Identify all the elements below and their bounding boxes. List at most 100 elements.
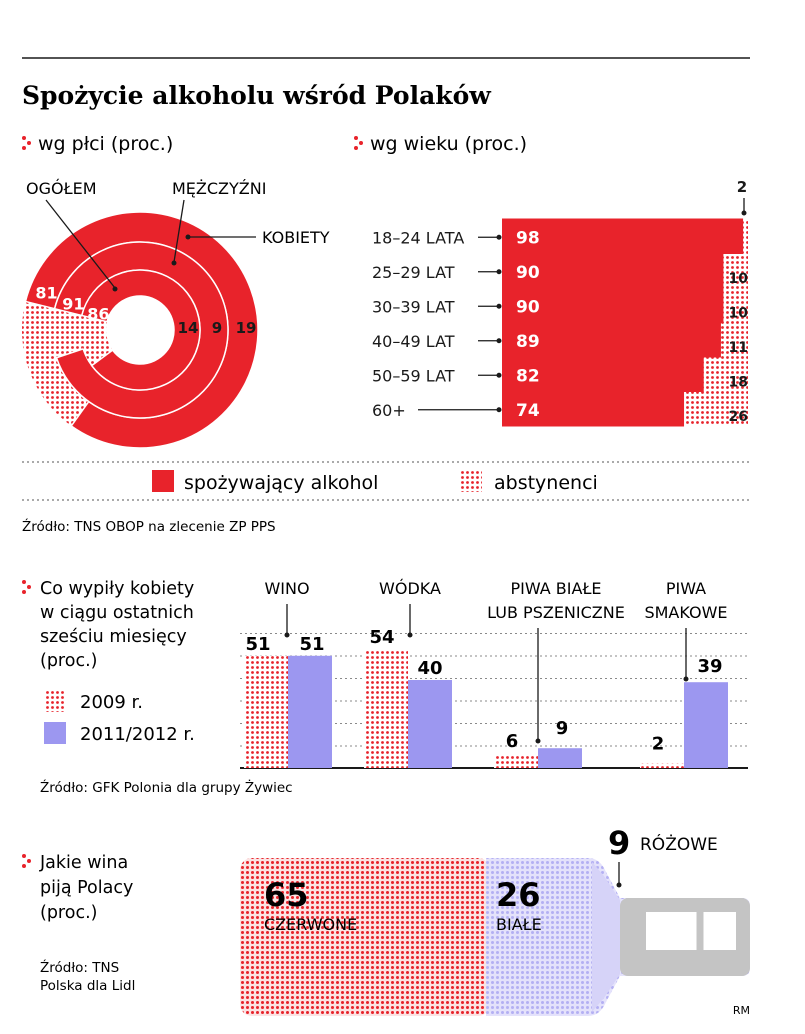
source-2: Źródło: GFK Polonia dla grupy Żywiec <box>40 778 293 796</box>
age-category-label: 25–29 LAT <box>372 263 455 282</box>
category-label: WINO <box>264 579 309 598</box>
legend-swatch-abstinent <box>460 470 482 492</box>
age-leader-dot <box>496 303 502 309</box>
women-heading: Co wypiły kobiety w ciągu ostatnich sześ… <box>40 579 200 671</box>
category-label: PIWA <box>666 579 706 598</box>
wine-bottle-chart <box>240 858 750 1016</box>
age-value-drinking: 90 <box>516 263 540 283</box>
age-category-label: 18–24 LATA <box>372 228 464 247</box>
age-value-drinking: 90 <box>516 297 540 317</box>
age-value-abstinent: 11 <box>729 340 748 356</box>
age-category-label: 30–39 LAT <box>372 297 455 316</box>
bullet-icon <box>354 136 363 150</box>
page-title: Spożycie alkoholu wśród Polaków <box>22 81 492 110</box>
bullet-icon <box>22 580 31 594</box>
bar-2011 <box>408 680 452 768</box>
bar-2011 <box>538 748 582 768</box>
legend-2011: 2011/2012 r. <box>80 724 195 745</box>
source-1: Źródło: TNS OBOP na zlecenie ZP PPS <box>22 517 276 535</box>
legend-swatch-drinking <box>152 470 174 492</box>
value-2009: 54 <box>369 627 394 648</box>
age-value-abstinent: 10 <box>729 305 749 321</box>
legend-swatch-2009 <box>44 690 66 712</box>
bar-2009 <box>640 763 684 768</box>
age-category-label: 40–49 LAT <box>372 332 455 351</box>
leader-dot <box>171 260 177 266</box>
category-leader-dot <box>683 676 689 682</box>
donut-value-drinking: 81 <box>35 283 57 302</box>
leader-dot <box>112 286 118 292</box>
value-2009: 6 <box>506 731 519 752</box>
bullet-icon <box>22 136 31 150</box>
leader-dot <box>616 882 622 888</box>
age-category-label: 60+ <box>372 401 406 420</box>
donut-value-abstinent: 19 <box>236 319 257 337</box>
age-bar-drinking <box>502 322 721 358</box>
age-value-drinking: 98 <box>516 228 540 248</box>
rose-wine-value: 9 <box>608 824 630 862</box>
value-2011: 9 <box>556 718 569 739</box>
bottle-cap <box>646 912 736 950</box>
age-bar-drinking <box>502 391 685 427</box>
age-value-drinking: 82 <box>516 366 540 386</box>
age-bar-drinking <box>502 287 724 323</box>
source-3: Źródło: TNS Polska dla Lidl <box>40 958 135 994</box>
value-2011: 40 <box>417 658 442 679</box>
category-label: LUB PSZENICZNE <box>487 603 625 622</box>
age-leader-dot <box>741 210 747 216</box>
gender-heading: wg płci (proc.) <box>38 133 173 155</box>
bar-2009 <box>244 655 288 768</box>
age-leader-dot <box>496 338 502 344</box>
red-wine-label: CZERWONE <box>264 915 357 934</box>
bar-red-wine <box>240 858 490 1016</box>
legend-abstinent: abstynenci <box>494 472 598 494</box>
donut-segment-abstinent <box>21 301 89 426</box>
donut-value-drinking: 86 <box>87 304 109 323</box>
leader-dot <box>185 234 191 240</box>
wine-heading: Jakie wina piją Polacy (proc.) <box>39 853 139 923</box>
donut-segment-abstinent <box>80 315 113 366</box>
donut-label-women: KOBIETY <box>262 228 330 247</box>
value-2009: 51 <box>245 634 270 655</box>
age-leader-dot <box>496 372 502 378</box>
donut-label-total: OGÓŁEM <box>26 179 97 198</box>
category-label: PIWA BIAŁE <box>510 579 601 598</box>
age-bar-chart: 98 18–24 LATA 2 90 25–29 LAT 10 90 30–39 LAT 10 8… <box>372 178 748 427</box>
category-leader-dot <box>284 632 290 638</box>
donut-segment-drinking <box>80 269 201 391</box>
legend-2009: 2009 r. <box>80 692 143 713</box>
bar-2009 <box>364 649 408 768</box>
age-leader-dot <box>496 269 502 275</box>
age-value-abstinent: 10 <box>729 271 749 287</box>
leader-line-total <box>45 199 116 289</box>
age-value-abstinent: 2 <box>737 178 747 196</box>
legend-drinking: spożywający alkohol <box>184 472 378 494</box>
donut-label-men: MĘŻCZYŹNI <box>172 179 266 198</box>
value-2011: 51 <box>299 634 324 655</box>
age-value-abstinent: 18 <box>729 374 748 390</box>
bullet-icon <box>22 854 31 868</box>
age-leader-dot <box>496 234 502 240</box>
age-bar-drinking <box>502 356 704 392</box>
donut-segment-abstinent <box>51 308 84 358</box>
value-2009: 2 <box>652 734 665 755</box>
legend-swatch-2011 <box>44 722 66 744</box>
bar-2011 <box>684 682 728 768</box>
bar-2011 <box>288 655 332 768</box>
author-initials: RM <box>733 1004 750 1017</box>
value-2011: 39 <box>697 656 722 677</box>
age-leader-dot <box>496 407 502 413</box>
donut-value-drinking: 91 <box>62 294 84 313</box>
red-wine-value: 65 <box>264 876 309 914</box>
bar-2009 <box>494 754 538 768</box>
age-value-drinking: 74 <box>516 401 540 421</box>
category-leader-dot <box>535 738 541 744</box>
age-bar-drinking <box>502 253 724 289</box>
age-bar-drinking <box>502 218 744 254</box>
category-label: SMAKOWE <box>644 603 727 622</box>
bar-rose-wine <box>592 862 620 1012</box>
white-wine-label: BIAŁE <box>496 915 542 934</box>
rose-wine-label: RÓŻOWE <box>640 833 718 855</box>
age-heading: wg wieku (proc.) <box>370 133 527 155</box>
